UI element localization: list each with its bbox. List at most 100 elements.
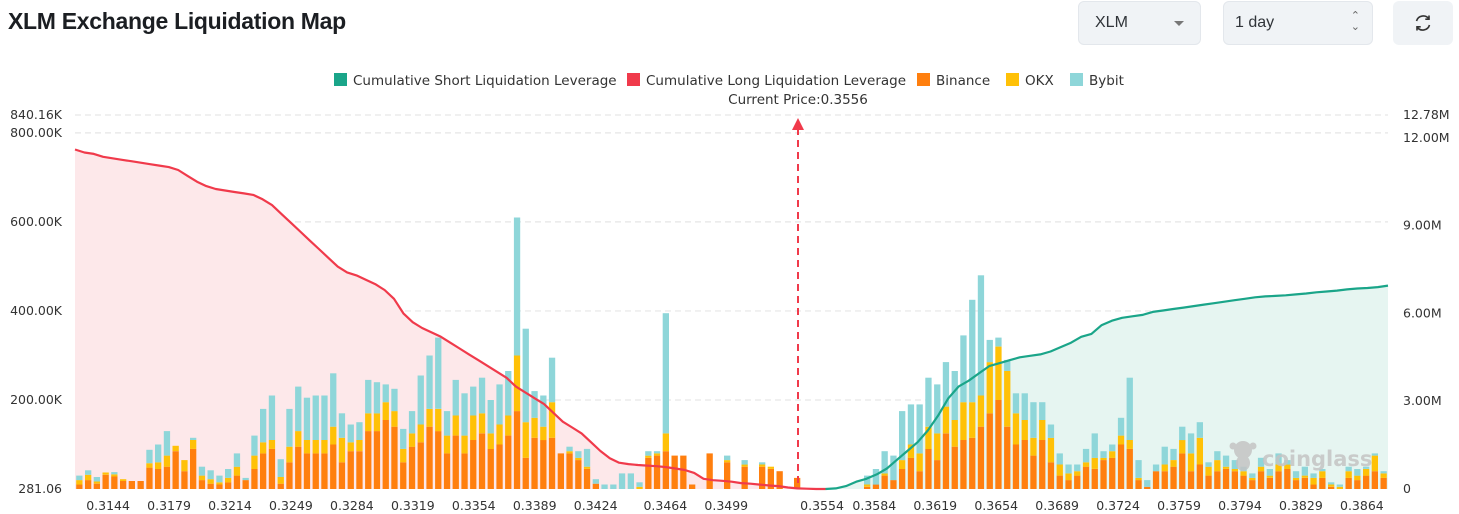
bar-group[interactable]: [93, 477, 100, 489]
coin-select[interactable]: XLM: [1078, 1, 1201, 45]
bar-group[interactable]: [1004, 359, 1011, 489]
bar-group[interactable]: [470, 386, 477, 489]
bar-group[interactable]: [1205, 462, 1212, 489]
bar-group[interactable]: [85, 470, 92, 489]
bar-group[interactable]: [338, 413, 346, 489]
bar-group[interactable]: [1328, 482, 1335, 489]
bar-group[interactable]: [916, 404, 923, 489]
bar-group[interactable]: [583, 448, 591, 489]
bar-group[interactable]: [1152, 464, 1160, 490]
bar-group[interactable]: [531, 391, 538, 489]
bar-group[interactable]: [268, 395, 276, 490]
refresh-button[interactable]: [1393, 1, 1453, 45]
range-select[interactable]: 1 day ⌃ ⌄: [1223, 1, 1373, 45]
bar-group[interactable]: [1039, 402, 1046, 489]
bar-group[interactable]: [706, 453, 713, 489]
bar-group[interactable]: [1354, 469, 1361, 489]
bar-group[interactable]: [277, 459, 284, 489]
bar-group[interactable]: [1319, 469, 1326, 489]
bar-group[interactable]: [163, 431, 171, 489]
bar-group[interactable]: [1231, 460, 1238, 489]
bar-group[interactable]: [233, 453, 241, 489]
bar-group[interactable]: [1109, 444, 1116, 490]
legend-item-okx[interactable]: OKX: [1006, 73, 1054, 89]
bar-group[interactable]: [321, 395, 328, 490]
bar-group[interactable]: [1345, 466, 1352, 489]
bar-group[interactable]: [960, 335, 967, 489]
bar-group[interactable]: [382, 384, 389, 489]
bar-group[interactable]: [881, 451, 888, 489]
bar-group[interactable]: [76, 475, 83, 489]
bar-group[interactable]: [724, 455, 731, 489]
bar-group[interactable]: [1065, 464, 1072, 490]
bar-group[interactable]: [741, 460, 748, 489]
bar-group[interactable]: [776, 471, 783, 489]
bar-group[interactable]: [557, 453, 564, 489]
bar-group[interactable]: [1100, 451, 1107, 489]
bar-group[interactable]: [347, 424, 354, 490]
bar-group[interactable]: [251, 435, 258, 489]
legend-item-bybit[interactable]: Bybit: [1070, 73, 1124, 89]
bar-group[interactable]: [1336, 484, 1343, 490]
bar-group[interactable]: [1030, 402, 1037, 489]
bar-group[interactable]: [618, 473, 626, 489]
bar-group[interactable]: [1292, 471, 1300, 489]
bar-group[interactable]: [260, 408, 267, 489]
bar-group[interactable]: [417, 375, 424, 490]
bar-group[interactable]: [653, 451, 661, 489]
bar-group[interactable]: [671, 455, 678, 489]
bar-group[interactable]: [120, 479, 127, 489]
bar-group[interactable]: [689, 484, 696, 490]
legend-item-long[interactable]: Cumulative Long Liquidation Leverage: [627, 73, 906, 89]
bar-group[interactable]: [951, 371, 958, 489]
legend-item-short[interactable]: Cumulative Short Liquidation Leverage: [334, 73, 617, 89]
bar-group[interactable]: [102, 472, 109, 490]
bar-group[interactable]: [443, 411, 451, 489]
bar-group[interactable]: [400, 428, 407, 489]
bar-group[interactable]: [662, 313, 669, 489]
bar-group[interactable]: [890, 455, 897, 489]
bar-group[interactable]: [426, 355, 433, 490]
bar-group[interactable]: [1380, 471, 1387, 489]
bar-group[interactable]: [408, 411, 416, 489]
bar-group[interactable]: [365, 379, 372, 489]
bar-group[interactable]: [111, 472, 118, 489]
bar-group[interactable]: [907, 404, 915, 489]
bar-group[interactable]: [1214, 451, 1221, 489]
bar-group[interactable]: [934, 384, 941, 489]
bar-group[interactable]: [942, 362, 950, 489]
bar-group[interactable]: [137, 481, 144, 489]
bar-group[interactable]: [330, 373, 337, 489]
bar-group[interactable]: [1082, 448, 1090, 489]
bar-group[interactable]: [286, 408, 293, 489]
bar-group[interactable]: [1301, 466, 1308, 489]
bar-group[interactable]: [575, 451, 582, 489]
bar-group[interactable]: [969, 299, 976, 489]
bar-group[interactable]: [1179, 426, 1186, 489]
bar-group[interactable]: [216, 475, 223, 489]
bar-group[interactable]: [1371, 453, 1378, 489]
bar-group[interactable]: [225, 469, 232, 489]
bar-group[interactable]: [1021, 393, 1028, 489]
bar-group[interactable]: [995, 337, 1002, 489]
bar-group[interactable]: [977, 275, 985, 489]
bar-group[interactable]: [172, 445, 179, 489]
bar-group[interactable]: [155, 444, 162, 490]
bar-group[interactable]: [1126, 377, 1133, 489]
bar-group[interactable]: [190, 437, 197, 489]
bar-group[interactable]: [242, 477, 249, 489]
bar-group[interactable]: [1257, 457, 1265, 489]
bar-group[interactable]: [759, 462, 766, 489]
bar-group[interactable]: [452, 379, 459, 489]
bar-group[interactable]: [680, 455, 687, 489]
legend-item-binance[interactable]: Binance: [917, 73, 990, 89]
bar-group[interactable]: [1363, 466, 1370, 489]
bar-group[interactable]: [1144, 480, 1151, 489]
bar-group[interactable]: [610, 484, 617, 490]
bar-group[interactable]: [1074, 464, 1081, 490]
bar-group[interactable]: [548, 357, 556, 489]
bar-group[interactable]: [505, 371, 512, 489]
bar-group[interactable]: [794, 477, 801, 489]
bar-group[interactable]: [1284, 460, 1291, 489]
bar-group[interactable]: [1187, 433, 1195, 489]
